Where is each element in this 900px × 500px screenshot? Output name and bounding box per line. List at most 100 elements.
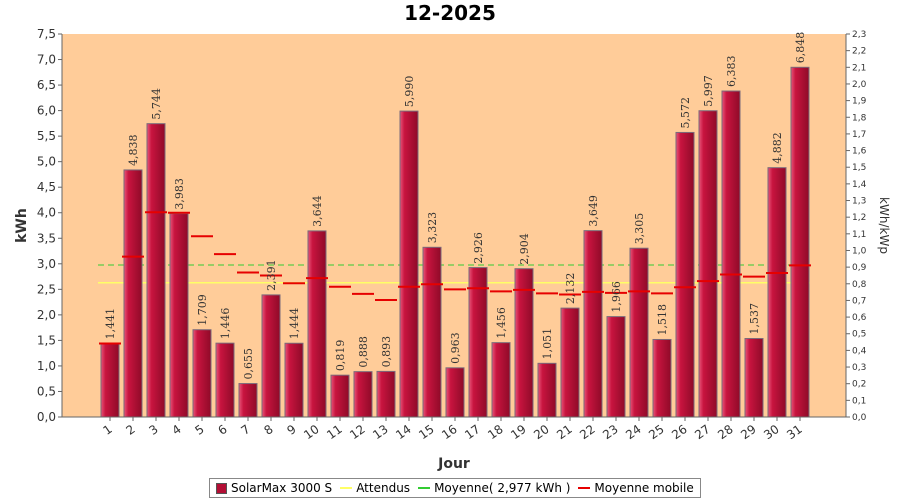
x-tick-label: 2	[123, 422, 137, 438]
x-tick-label: 15	[416, 422, 437, 442]
bar-day-28	[721, 90, 741, 418]
legend-label-moving-average: Moyenne mobile	[594, 481, 694, 495]
bar-day-8	[261, 294, 281, 418]
y-axis-label: kWh	[14, 208, 30, 243]
y2-tick-label: 1,0	[852, 246, 867, 256]
x-tick-label: 23	[600, 422, 621, 442]
x-axis-ticks: 1 2 3 4 5 6 7 8 9 10 11 12 13 14 15 16 17 18 19 20 21 22 23 24 2…	[100, 417, 805, 442]
bar-day-27	[698, 110, 718, 418]
legend-item-production: SolarMax 3000 S	[216, 481, 332, 495]
legend-swatch-average	[418, 487, 431, 489]
x-tick-label: 18	[485, 422, 506, 442]
x-tick-label: 16	[439, 422, 460, 442]
bar-day-10	[307, 230, 327, 418]
data-label-day-27: 5,997	[702, 75, 715, 107]
moving-average-series	[99, 211, 811, 345]
y2-tick-label: 0,2	[852, 380, 866, 390]
x-tick-label: 28	[715, 422, 736, 442]
y2-tick-label: 0,6	[852, 313, 867, 323]
data-label-day-12: 0,888	[357, 336, 370, 368]
data-label-day-2: 4,838	[127, 134, 140, 166]
x-tick-label: 29	[738, 422, 759, 442]
x-tick-label: 26	[669, 422, 690, 442]
data-label-day-9: 1,444	[288, 308, 301, 340]
data-label-day-28: 6,383	[725, 56, 738, 88]
y-tick-label: 4,5	[37, 180, 56, 194]
y-tick-label: 5,5	[37, 129, 56, 143]
data-label-day-4: 3,983	[173, 178, 186, 210]
y-tick-label: 2,0	[37, 308, 56, 322]
bar-day-5	[192, 329, 212, 418]
bar-day-22	[583, 230, 603, 418]
x-tick-label: 30	[761, 422, 782, 442]
bar-day-16	[445, 367, 465, 418]
y2-tick-label: 1,3	[852, 197, 866, 207]
y-tick-label: 4,0	[37, 206, 56, 220]
x-tick-label: 9	[284, 422, 298, 438]
data-label-day-16: 0,963	[449, 332, 462, 364]
x-tick-label: 21	[554, 422, 575, 442]
y2-tick-label: 1,9	[852, 97, 867, 107]
axes	[61, 34, 847, 418]
data-label-day-17: 2,926	[472, 232, 485, 264]
y-tick-label: 0,0	[37, 410, 56, 424]
x-tick-label: 10	[301, 422, 322, 442]
y-axis-ticks: 0,0 0,5 1,0 1,5 2,0 2,5 3,0 3,5 4,0 4,5 5,0 5,5 6,0 6…	[37, 27, 62, 424]
data-label-day-11: 0,819	[334, 340, 347, 372]
data-label-day-13: 0,893	[380, 336, 393, 368]
data-label-day-20: 1,051	[541, 328, 554, 360]
bar-day-23	[606, 316, 626, 418]
y2-tick-label: 1,5	[852, 163, 866, 173]
data-label-day-31: 6,848	[794, 32, 807, 64]
legend-swatch-production	[216, 482, 227, 494]
data-label-day-5: 1,709	[196, 294, 209, 326]
x-axis-label: Jour	[437, 456, 470, 472]
bar-day-12	[353, 371, 373, 418]
data-label-day-15: 3,323	[426, 212, 439, 244]
y2-tick-label: 0,7	[852, 296, 866, 306]
y2-tick-label: 1,1	[852, 230, 866, 240]
x-tick-label: 27	[692, 422, 713, 442]
y2-tick-label: 2,0	[852, 80, 867, 90]
data-label-day-21: 2,132	[564, 273, 577, 305]
bar-day-13	[376, 370, 396, 418]
x-tick-label: 4	[169, 422, 183, 438]
y2-axis-ticks: 0,0 0,1 0,2 0,3 0,4 0,5 0,6 0,7 0,8 0,9 1,0 1,1 1,2 1…	[846, 30, 867, 423]
y-tick-label: 0,5	[37, 384, 56, 398]
legend-swatch-expected	[340, 487, 353, 489]
x-tick-label: 7	[238, 422, 252, 438]
bar-day-18	[491, 342, 511, 418]
y2-tick-label: 0,5	[852, 330, 866, 340]
y-tick-label: 2,5	[37, 282, 56, 296]
data-label-day-10: 3,644	[311, 195, 324, 227]
data-label-day-19: 2,904	[518, 233, 531, 265]
y2-tick-label: 1,6	[852, 147, 867, 157]
y2-tick-label: 0,0	[852, 413, 867, 423]
data-label-day-25: 1,518	[656, 304, 669, 336]
x-tick-label: 19	[508, 422, 529, 442]
y2-tick-label: 2,1	[852, 63, 866, 73]
data-label-day-30: 4,882	[771, 132, 784, 164]
y2-tick-label: 1,7	[852, 130, 866, 140]
y-tick-label: 6,0	[37, 104, 56, 118]
legend-label-expected: Attendus	[356, 481, 411, 495]
bar-day-20	[537, 362, 557, 418]
y2-tick-label: 1,8	[852, 113, 867, 123]
x-tick-label: 6	[215, 422, 229, 438]
legend-label-average: Moyenne( 2,977 kWh )	[434, 481, 571, 495]
bar-day-9	[284, 342, 304, 418]
bar-day-19	[514, 268, 534, 418]
x-tick-label: 20	[531, 422, 552, 442]
x-tick-label: 13	[370, 422, 391, 442]
bar-day-24	[629, 247, 649, 418]
y-tick-label: 6,5	[37, 78, 56, 92]
data-label-day-14: 5,990	[403, 76, 416, 108]
chart-title: 12-2025	[404, 1, 496, 25]
data-label-day-3: 5,744	[150, 88, 163, 120]
bar-day-7	[238, 383, 258, 418]
bar-day-25	[652, 338, 672, 418]
y-tick-label: 7,0	[37, 53, 56, 67]
data-label-day-8: 2,391	[265, 259, 278, 291]
y2-tick-label: 0,3	[852, 363, 866, 373]
